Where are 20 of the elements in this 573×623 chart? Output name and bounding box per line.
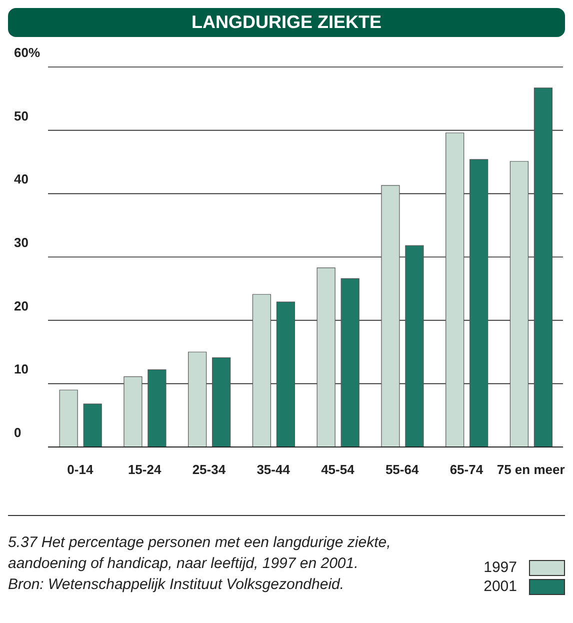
x-tick-label: 25-34 (192, 462, 226, 478)
chart-title: LANGDURIGE ZIEKTE (8, 8, 565, 37)
text: 5.37 Het percentage personen met een langdurige ziekte, aandoening of handicap, naar leeftijd, 1997 en 2001. (8, 533, 392, 574)
x-tick-label: 45-54 (321, 462, 356, 478)
y-tick-label: 10 (14, 362, 28, 377)
y-tick-label: 0 (14, 425, 22, 440)
x-tick-label: 0-14 (67, 462, 94, 478)
y-tick-label: 50 (14, 108, 28, 124)
x-tick-label: 35-44 (256, 462, 291, 478)
x-tick-label: 55-64 (385, 462, 420, 478)
x-tick-label: 75 en meer (496, 462, 565, 478)
y-tick-label: 30 (14, 235, 28, 250)
legend-label: 2001 (484, 578, 517, 595)
y-tick-label: 20 (14, 298, 28, 314)
x-tick-label: 15-24 (128, 462, 162, 478)
y-tick-label: 40 (14, 172, 28, 187)
x-tick-label: 65-74 (450, 462, 484, 478)
y-tick-label: 60% (14, 45, 40, 60)
text: Bron: Wetenschappelijk Instituut Volksgezondheid. (8, 575, 346, 595)
legend-label: 1997 (484, 559, 517, 576)
